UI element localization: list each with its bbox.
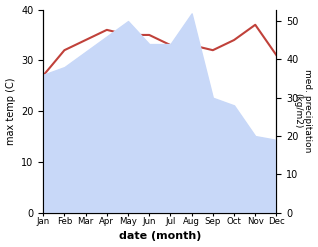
Y-axis label: med. precipitation
(kg/m2): med. precipitation (kg/m2) bbox=[293, 69, 313, 153]
Y-axis label: max temp (C): max temp (C) bbox=[5, 77, 16, 145]
X-axis label: date (month): date (month) bbox=[119, 231, 201, 242]
